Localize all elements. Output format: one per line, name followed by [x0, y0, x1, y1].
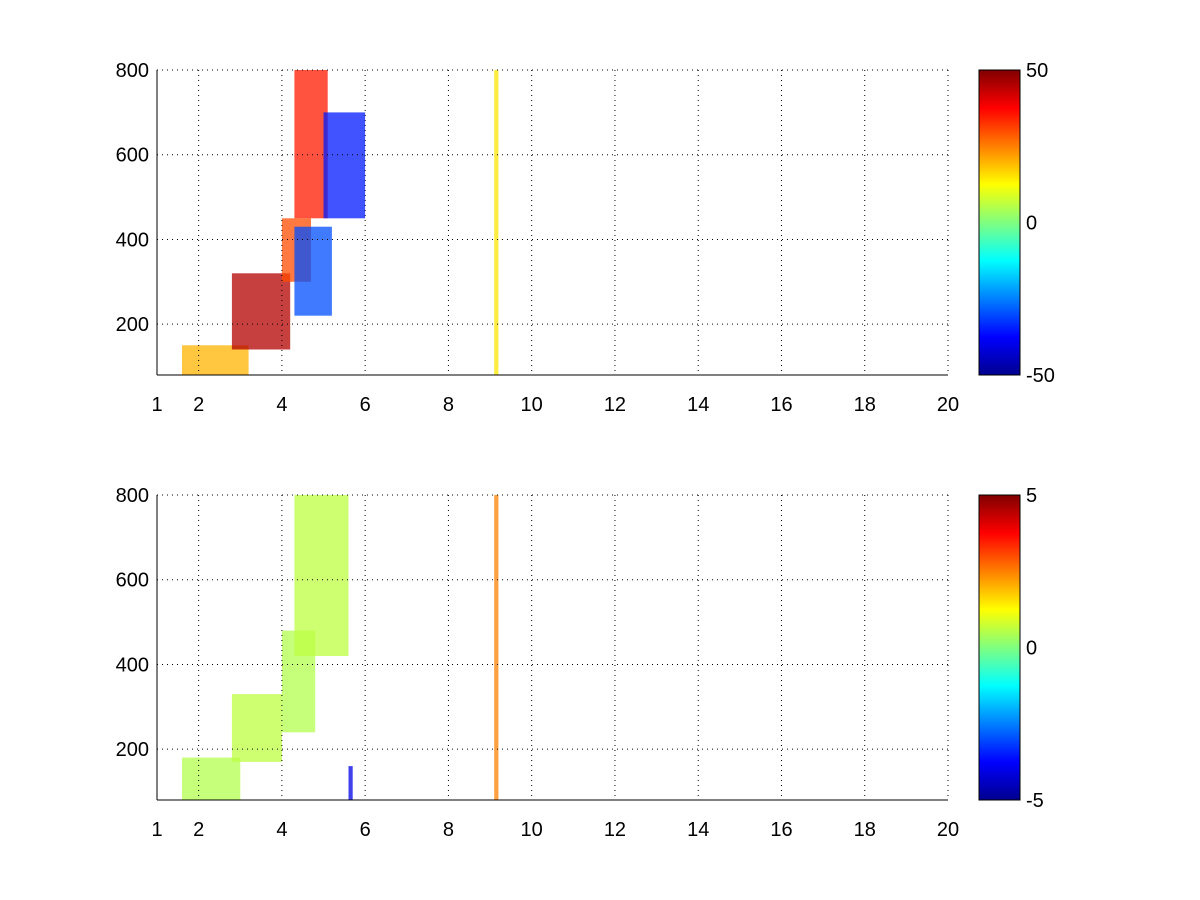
colorbar-tick-label: 0	[1026, 213, 1037, 235]
x-tick-label: 12	[604, 394, 626, 416]
x-tick-label: 8	[443, 819, 454, 841]
colorbar	[978, 69, 1021, 376]
colorbar-tick-label: 5	[1026, 485, 1037, 507]
x-tick-label: 16	[770, 394, 792, 416]
x-tick-label: 16	[770, 819, 792, 841]
x-tick-label: 10	[521, 819, 543, 841]
heatmap-cell-3	[294, 495, 349, 656]
y-tick-label: 200	[116, 739, 149, 761]
heatmap-cell-3	[294, 70, 328, 219]
x-tick-label: 12	[604, 819, 626, 841]
y-tick-label: 800	[116, 60, 149, 82]
y-tick-label: 800	[116, 485, 149, 507]
x-tick-label: 18	[854, 819, 876, 841]
x-tick-label: 20	[937, 394, 959, 416]
x-tick-label: 1	[151, 819, 162, 841]
x-tick-label: 8	[443, 394, 454, 416]
y-tick-label: 400	[116, 229, 149, 251]
x-tick-label: 2	[193, 819, 204, 841]
colorbar-tick-label: -50	[1026, 365, 1055, 387]
y-tick-label: 200	[116, 314, 149, 336]
x-tick-label: 1	[151, 394, 162, 416]
x-tick-label: 14	[687, 819, 709, 841]
x-tick-label: 6	[360, 394, 371, 416]
heatmap-cell-0	[182, 757, 241, 800]
heatmap-cell-0	[182, 345, 249, 375]
colorbar-tick-label: 50	[1026, 60, 1048, 82]
heatmap-cell-6	[494, 70, 499, 375]
x-tick-label: 18	[854, 394, 876, 416]
heatmap-cell-4	[494, 495, 499, 800]
heatmap-cell-4	[294, 226, 332, 316]
y-tick-label: 600	[116, 570, 149, 592]
heatmap-cell-5	[348, 766, 353, 800]
x-tick-label: 4	[276, 394, 287, 416]
colorbar-tick-label: -5	[1026, 790, 1044, 812]
x-tick-label: 6	[360, 819, 371, 841]
x-tick-label: 14	[687, 394, 709, 416]
x-tick-label: 4	[276, 819, 287, 841]
y-tick-label: 600	[116, 145, 149, 167]
x-tick-label: 2	[193, 394, 204, 416]
x-tick-label: 10	[521, 394, 543, 416]
heatmap-cell-5	[323, 112, 366, 219]
y-tick-label: 400	[116, 654, 149, 676]
heatmap-cell-1	[231, 694, 282, 762]
colorbar-tick-label: 0	[1026, 638, 1037, 660]
heatmap-cell-1	[231, 273, 291, 350]
x-tick-label: 20	[937, 819, 959, 841]
colorbar	[978, 494, 1021, 801]
